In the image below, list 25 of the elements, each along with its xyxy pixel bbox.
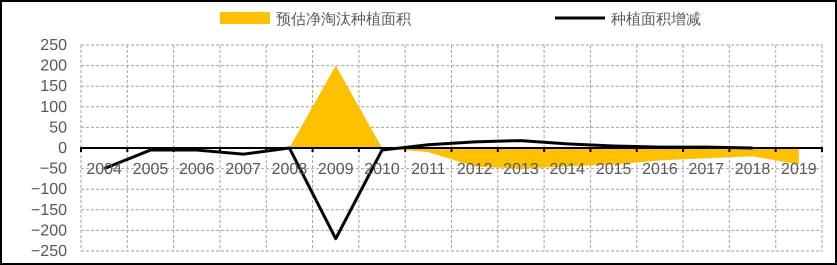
x-tick-label: 2012 bbox=[456, 161, 493, 178]
y-tick-label: −50 bbox=[40, 160, 68, 178]
x-tick-label: 2005 bbox=[132, 161, 168, 178]
y-tick-label: 200 bbox=[40, 58, 68, 75]
x-tick-label: 2019 bbox=[781, 161, 817, 178]
x-tick-label: 2017 bbox=[688, 161, 724, 178]
y-tick-label: −200 bbox=[30, 222, 68, 240]
y-tick-label: 50 bbox=[49, 119, 68, 136]
x-tick-label: 2006 bbox=[178, 161, 215, 178]
y-tick-label: 250 bbox=[40, 37, 68, 54]
x-tick-label: 2018 bbox=[734, 161, 770, 178]
y-tick-label: 100 bbox=[40, 98, 68, 116]
x-tick-label: 2011 bbox=[411, 161, 446, 178]
y-tick-label: −100 bbox=[30, 181, 68, 198]
x-tick-label: 2004 bbox=[86, 161, 122, 178]
legend-label: 预估净淘汰种植面积 bbox=[276, 11, 411, 28]
y-tick-label: −250 bbox=[30, 243, 68, 260]
y-tick-label: −150 bbox=[30, 202, 68, 219]
x-tick-label: 2016 bbox=[642, 161, 678, 178]
y-tick-label: 150 bbox=[40, 78, 68, 96]
legend-label: 种植面积增减 bbox=[611, 11, 701, 28]
x-tick-label: 2007 bbox=[225, 161, 261, 178]
y-tick-label: 0 bbox=[58, 140, 68, 157]
x-tick-label: 2015 bbox=[596, 161, 632, 178]
x-tick-label: 2009 bbox=[318, 161, 354, 178]
